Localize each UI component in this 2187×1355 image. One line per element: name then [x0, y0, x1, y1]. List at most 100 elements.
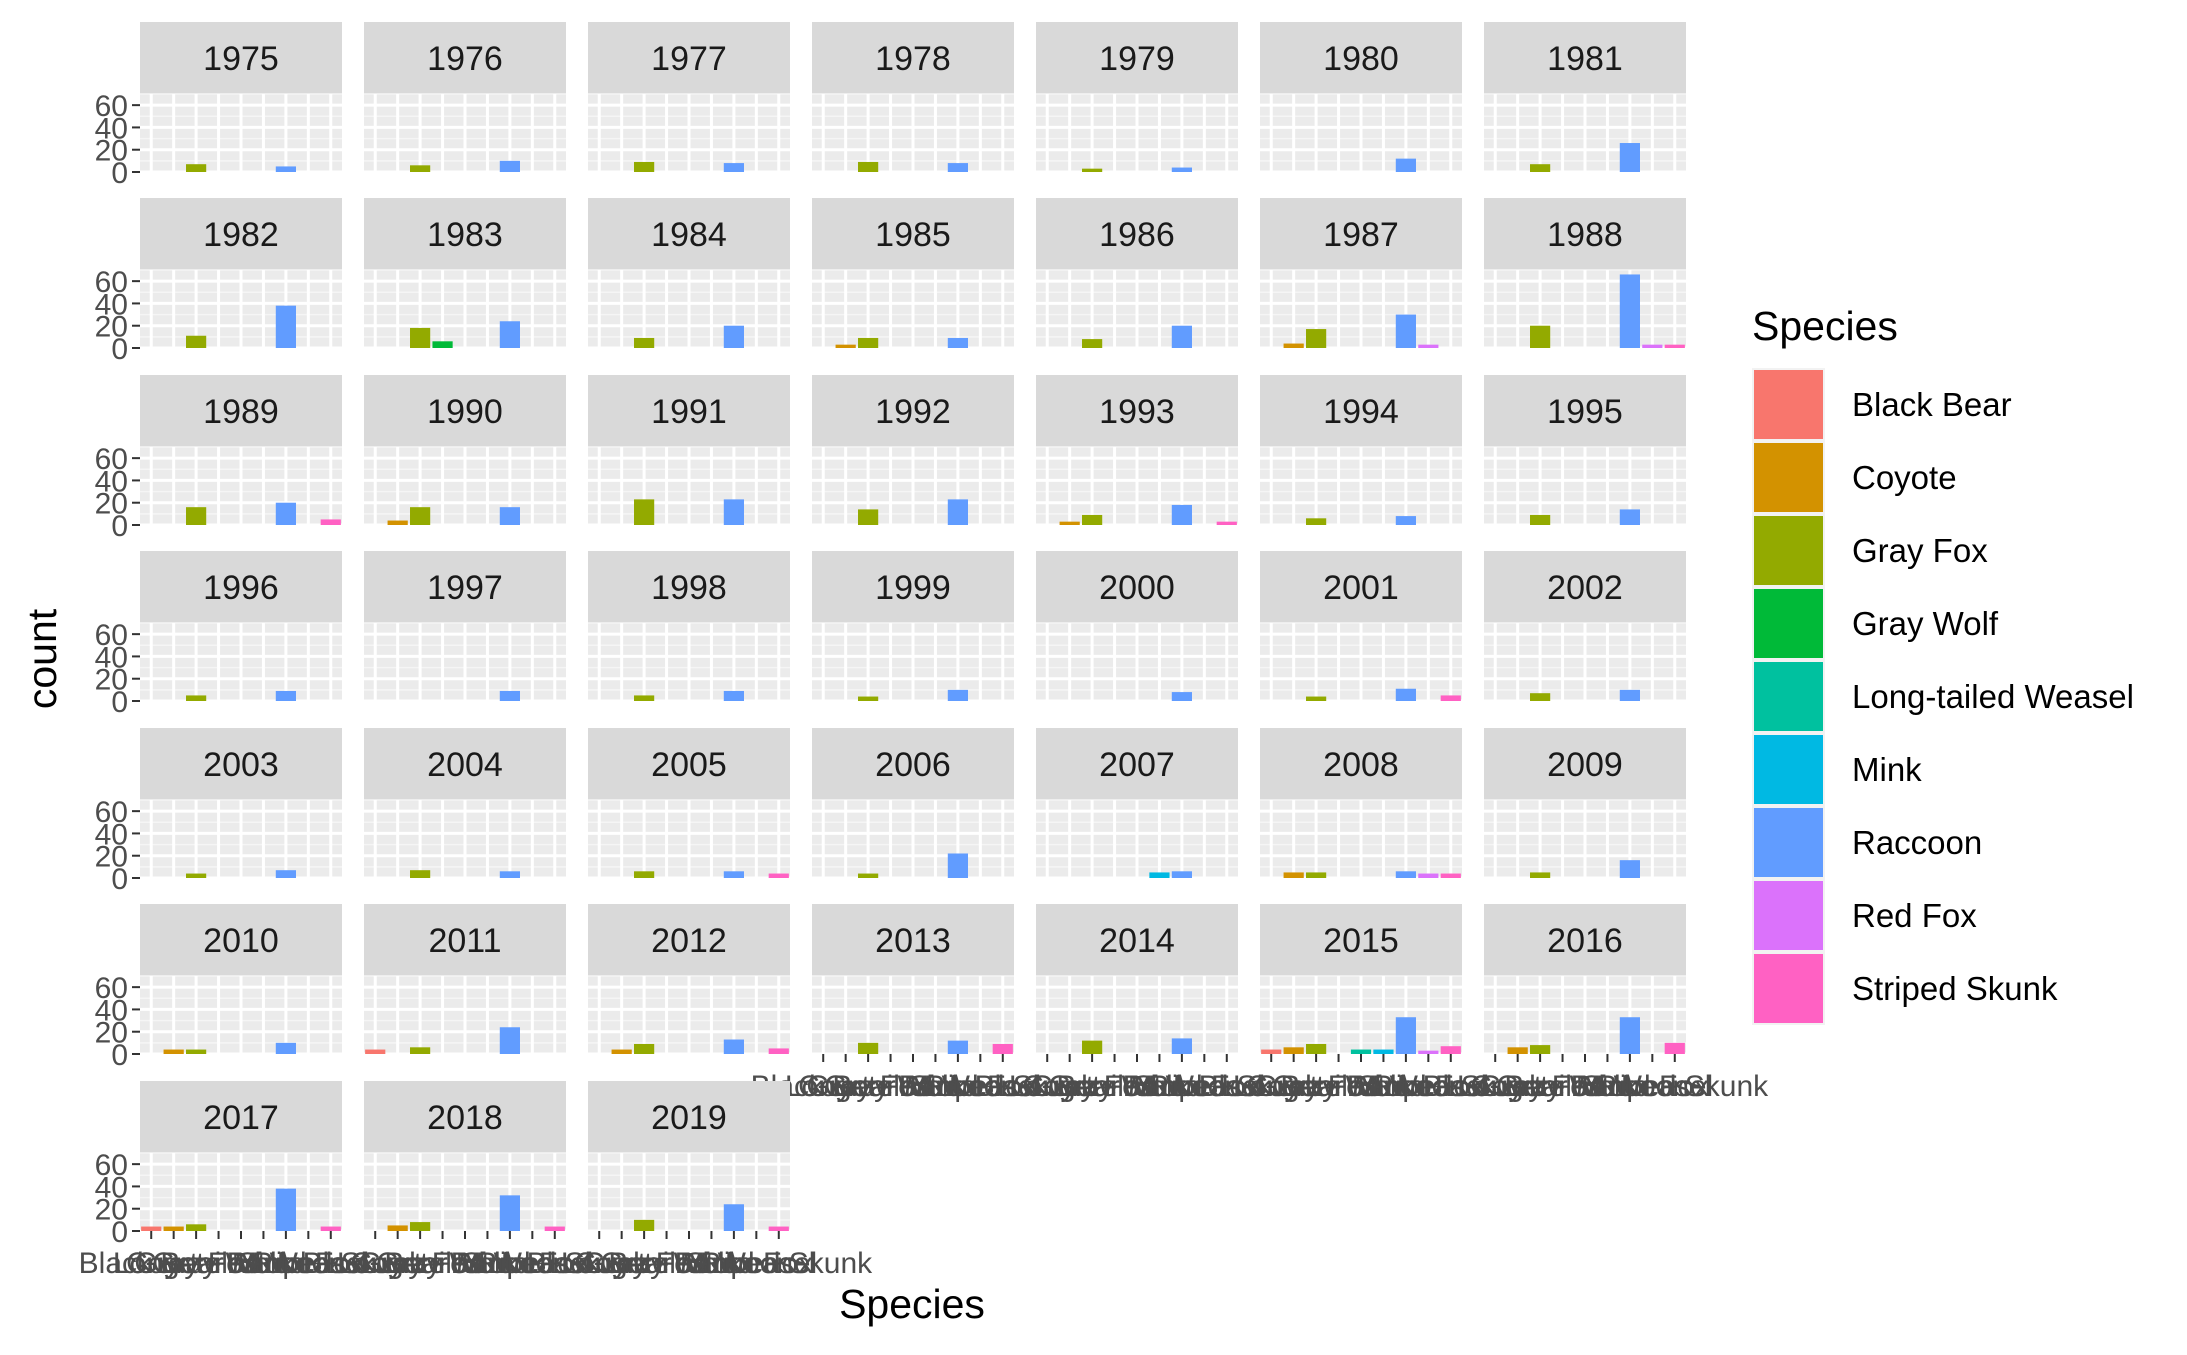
y-axis-tick-label: 0 — [111, 157, 128, 190]
bar-gray-fox — [1530, 325, 1551, 348]
bar-raccoon — [1395, 1017, 1416, 1054]
facet-panel: 2007 — [1036, 728, 1238, 880]
legend-label: Coyote — [1852, 459, 1957, 496]
facet-panel: 1997 — [364, 551, 566, 703]
bar-gray-fox — [858, 1042, 879, 1054]
facet-strip — [812, 375, 1014, 447]
x-axis-tick-label: Coyote — [798, 1070, 893, 1103]
bar-coyote — [163, 1226, 184, 1231]
facet-strip — [588, 904, 790, 976]
facet-strip — [140, 1081, 342, 1153]
bar-striped-skunk — [1664, 344, 1685, 348]
facet-panel: 1991 — [588, 375, 790, 527]
bar-raccoon — [1619, 689, 1640, 701]
facet-strip — [1484, 904, 1686, 976]
bar-gray-fox — [1530, 693, 1551, 701]
y-axis-tick-label: 60 — [95, 619, 128, 652]
bar-red-fox — [1418, 1050, 1439, 1054]
x-axis-tick-label: Red Fox — [1372, 1070, 1485, 1103]
facet-strip — [140, 375, 342, 447]
facet-strip — [1036, 551, 1238, 623]
bar-gray-fox — [410, 165, 431, 172]
bar-raccoon — [1619, 509, 1640, 525]
bar-gray-fox — [410, 327, 431, 348]
bar-gray-fox — [410, 1047, 431, 1054]
bar-gray-fox — [858, 337, 879, 348]
bar-gray-fox — [410, 870, 431, 878]
bar-coyote — [1283, 343, 1304, 348]
bar-gray-fox — [1306, 518, 1327, 525]
facet-panel: 1977 — [588, 22, 790, 174]
x-axis-title: Species — [839, 1281, 985, 1327]
facet-strip — [1260, 22, 1462, 94]
legend-swatch — [1754, 881, 1823, 950]
facet-strip-label: 2019 — [651, 1099, 727, 1137]
x-axis-tick-label: Gray Fox — [1254, 1070, 1377, 1103]
facet-strip-label: 2011 — [428, 922, 501, 960]
bar-raccoon — [499, 1027, 520, 1054]
bar-raccoon — [1619, 860, 1640, 878]
bar-gray-fox — [858, 161, 879, 172]
legend-swatch — [1754, 954, 1823, 1023]
bar-mink — [1373, 1049, 1394, 1054]
facet-strip — [140, 198, 342, 270]
x-axis-tick-label: Long-tailed Weasel — [785, 1070, 1041, 1103]
facet-strip — [140, 904, 342, 976]
bar-gray-fox — [186, 164, 207, 172]
facet-panel: 1995 — [1484, 375, 1686, 527]
bar-black-bear — [141, 1226, 162, 1231]
bar-gray-fox — [634, 871, 655, 878]
facet-strip-label: 1982 — [203, 216, 279, 254]
x-axis-tick-label: Striped Skunk — [1357, 1070, 1545, 1103]
legend-swatch — [1754, 516, 1823, 585]
bar-red-fox — [1418, 344, 1439, 348]
facet-strip-label: 1990 — [427, 393, 503, 431]
y-axis-tick-label: 20 — [95, 135, 128, 168]
facet-panel: 1980 — [1260, 22, 1462, 174]
facet-panel: 2001 — [1260, 551, 1462, 703]
bar-striped-skunk — [544, 1226, 565, 1231]
bar-raccoon — [1619, 1017, 1640, 1054]
facet-strip — [1260, 375, 1462, 447]
x-axis-tick-label: Mink — [1576, 1070, 1640, 1103]
y-axis-tick-label: 20 — [95, 488, 128, 521]
facet-panel: 2004 — [364, 728, 566, 880]
x-axis-tick-label: Mink — [456, 1247, 520, 1280]
bar-gray-fox — [1082, 1040, 1103, 1054]
x-axis-tick-label: Coyote — [1022, 1070, 1117, 1103]
facet-panel: 1993 — [1036, 375, 1238, 527]
bar-gray-fox — [634, 337, 655, 348]
bar-gray-fox — [1082, 514, 1103, 525]
bar-raccoon — [1395, 314, 1416, 348]
facet-strip-label: 1983 — [427, 216, 503, 254]
facet-strip — [364, 728, 566, 800]
facet-strip-label: 1985 — [875, 216, 951, 254]
y-axis-tick-label: 20 — [95, 311, 128, 344]
bar-gray-fox — [186, 873, 207, 878]
facet-strip-label: 2001 — [1323, 569, 1399, 607]
facet-strip-label: 1996 — [203, 569, 279, 607]
facet-strip-label: 2005 — [651, 746, 727, 784]
bar-striped-skunk — [992, 1043, 1013, 1054]
bar-black-bear — [1261, 1049, 1282, 1054]
x-axis-tick-label: Gray Fox — [806, 1070, 929, 1103]
x-axis-tick-label: Coyote — [126, 1247, 221, 1280]
legend-label: Striped Skunk — [1852, 970, 2058, 1007]
facet-panel: 1999 — [812, 551, 1014, 703]
facet-strip-label: 2014 — [1099, 922, 1175, 960]
facet-strip-label: 2013 — [875, 922, 951, 960]
bar-raccoon — [1171, 871, 1192, 878]
facet-strip — [364, 551, 566, 623]
facet-strip — [588, 728, 790, 800]
facet-strip-label: 1997 — [427, 569, 503, 607]
bar-raccoon — [1395, 688, 1416, 701]
bar-striped-skunk — [1440, 1046, 1461, 1054]
bar-striped-skunk — [320, 1226, 341, 1231]
legend-swatch — [1754, 370, 1823, 439]
facet-strip-label: 2009 — [1547, 746, 1623, 784]
